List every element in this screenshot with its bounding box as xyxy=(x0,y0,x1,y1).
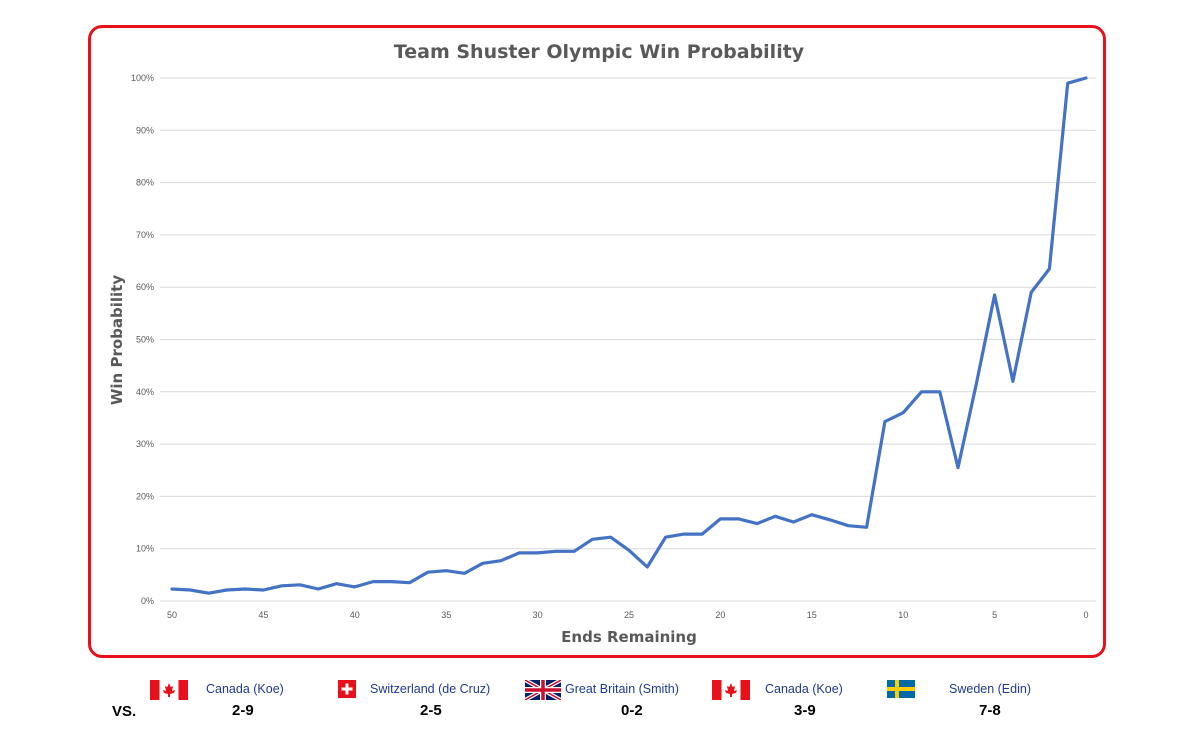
y-tick-label: 80% xyxy=(136,178,154,188)
x-tick-label: 45 xyxy=(258,610,268,620)
opponent-name: Canada (Koe) xyxy=(206,682,284,696)
y-tick-label: 60% xyxy=(136,282,154,292)
opponent-name: Sweden (Edin) xyxy=(949,682,1031,696)
opponent-score: 2-9 xyxy=(232,702,254,719)
x-axis-title: Ends Remaining xyxy=(561,628,697,646)
y-tick-label: 40% xyxy=(136,387,154,397)
opponent-score: 3-9 xyxy=(794,702,816,719)
x-tick-label: 30 xyxy=(533,610,543,620)
y-tick-label: 10% xyxy=(136,544,154,554)
win-probability-chart: Team Shuster Olympic Win Probability 0% 1… xyxy=(108,41,1096,646)
great-britain-flag-icon xyxy=(525,680,561,700)
switzerland-flag-icon xyxy=(338,680,356,698)
x-tick-label: 15 xyxy=(807,610,817,620)
win-probability-series-line xyxy=(170,76,1088,595)
opponent-score: 7-8 xyxy=(979,702,1001,719)
canada-flag-icon xyxy=(150,680,188,700)
y-tick-label: 0% xyxy=(141,596,154,606)
y-tick-label: 100% xyxy=(131,73,154,83)
opponent-score: 0-2 xyxy=(621,702,643,719)
x-tick-label: 35 xyxy=(441,610,451,620)
y-tick-label: 20% xyxy=(136,491,154,501)
opponent-name: Great Britain (Smith) xyxy=(565,682,679,696)
sweden-flag-icon xyxy=(887,680,915,698)
y-tick-label: 50% xyxy=(136,335,154,345)
x-tick-label: 40 xyxy=(350,610,360,620)
y-tick-label: 30% xyxy=(136,439,154,449)
x-tick-label: 5 xyxy=(992,610,997,620)
x-tick-label: 10 xyxy=(898,610,908,620)
vs-label: VS. xyxy=(112,703,137,720)
y-axis-title: Win Probability xyxy=(108,275,126,405)
x-tick-label: 20 xyxy=(715,610,725,620)
x-tick-label: 0 xyxy=(1083,610,1088,620)
chart-title: Team Shuster Olympic Win Probability xyxy=(394,41,805,63)
opponent-score: 2-5 xyxy=(420,702,442,719)
x-tick-label: 25 xyxy=(624,610,634,620)
canada-flag-icon xyxy=(712,680,750,700)
opponent-name: Canada (Koe) xyxy=(765,682,843,696)
y-tick-label: 90% xyxy=(136,125,154,135)
opponent-name: Switzerland (de Cruz) xyxy=(370,682,491,696)
y-tick-label: 70% xyxy=(136,230,154,240)
x-tick-label: 50 xyxy=(167,610,177,620)
